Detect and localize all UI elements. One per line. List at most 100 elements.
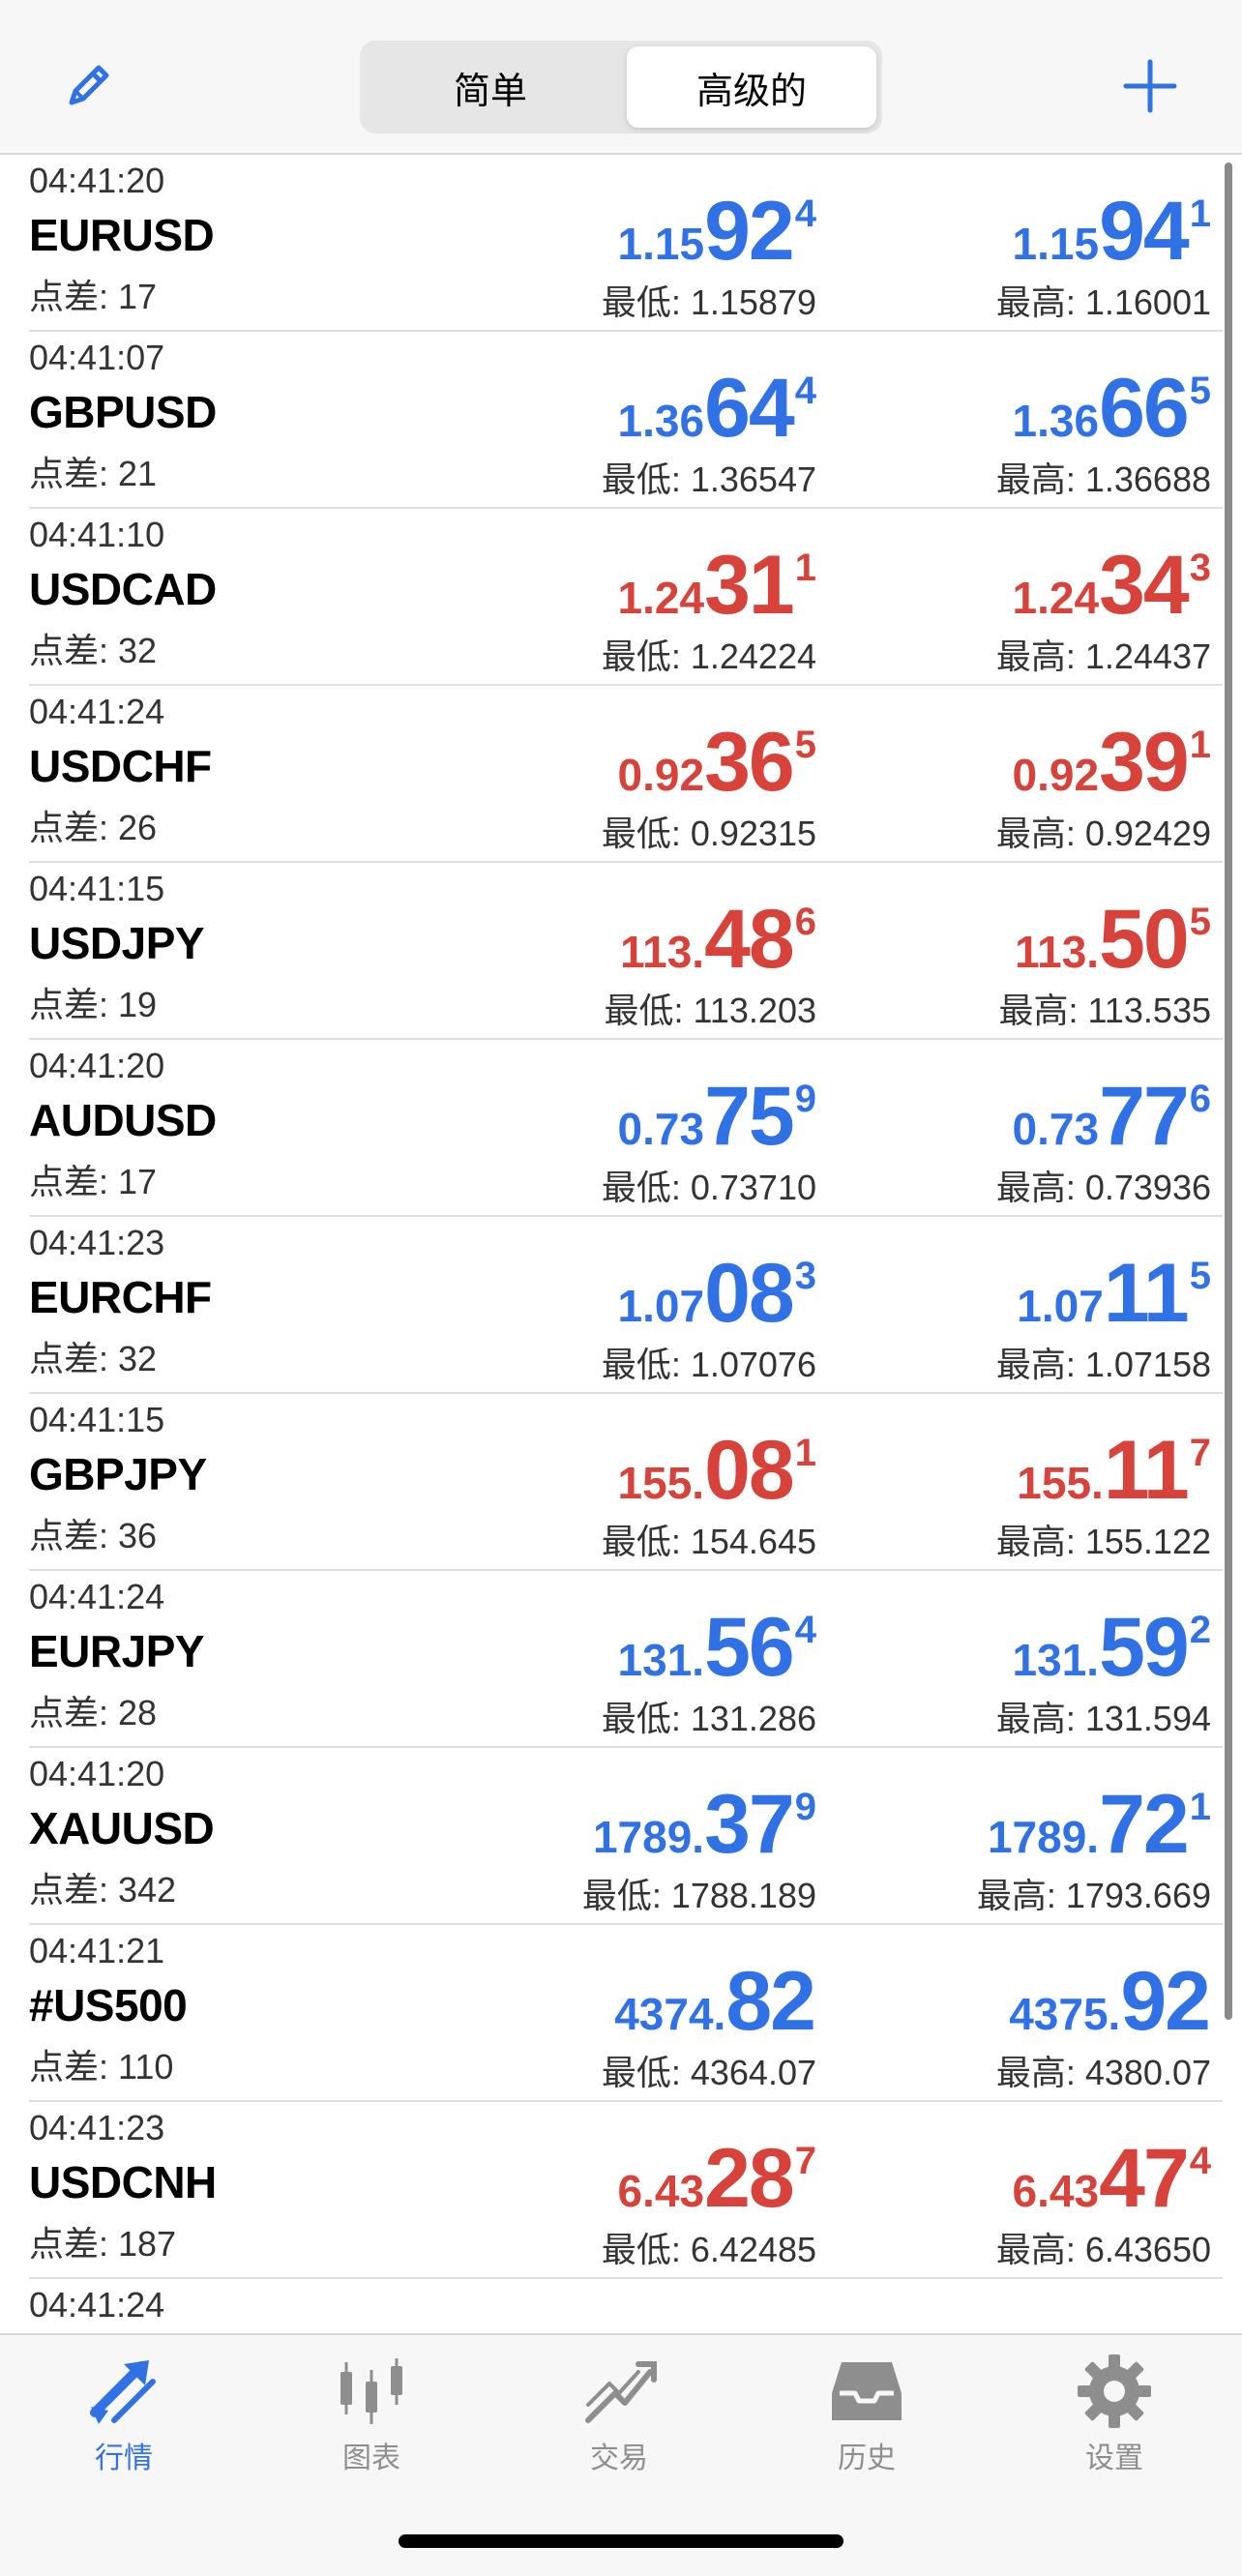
ask-price[interactable]: 113.505	[1015, 898, 1211, 981]
tab-charts[interactable]: 图表	[275, 2353, 468, 2478]
quote-time: 04:41:10	[29, 515, 165, 554]
row-divider	[29, 861, 1223, 863]
add-symbol-plus-icon[interactable]	[1120, 56, 1180, 116]
low-price: 最低: 1.07076	[601, 1345, 816, 1384]
quote-time: 04:41:23	[29, 2108, 165, 2147]
low-price: 最低: 113.203	[604, 991, 816, 1030]
symbol-name: XAUUSD	[29, 1803, 215, 1853]
quote-row[interactable]: 04:41:24 USDCHF 点差: 26 0.92365 0.92391 最低: 0.…	[0, 686, 1242, 863]
ask-price[interactable]: 1.07115	[1017, 1252, 1211, 1335]
low-price: 最低: 0.92315	[601, 814, 816, 853]
low-price: 最低: 1.24224	[601, 637, 816, 676]
bid-price[interactable]: 1.24311	[618, 544, 816, 627]
quote-row[interactable]: 04:41:10 USDCAD 点差: 32 1.24311 1.24343 最低: 1.…	[0, 509, 1242, 686]
bid-price[interactable]: 1789.379	[592, 1783, 816, 1866]
quote-row[interactable]: 04:41:24 EURJPY 点差: 28 131.564 131.592 最低: 13…	[0, 1571, 1242, 1748]
quote-row[interactable]: 04:41:20 XAUUSD 点差: 342 1789.379 1789.721 最低:…	[0, 1748, 1242, 1925]
bid-price-pips: 37	[704, 1778, 795, 1871]
ask-price-fraction: 7	[1189, 1432, 1211, 1474]
quote-time: 04:41:24	[29, 692, 165, 731]
bid-price-prefix: 1789.	[592, 1812, 705, 1862]
view-mode-segmented-control: 简单 高级的	[360, 41, 882, 133]
ask-price-prefix: 0.92	[1012, 750, 1100, 800]
bid-price-pips: 82	[725, 1955, 816, 2048]
quote-time: 04:41:21	[29, 1931, 165, 1970]
ask-price[interactable]: 0.92391	[1012, 721, 1211, 804]
quotes-list[interactable]: 04:41:20 EURUSD 点差: 17 1.15924 1.15941 最低: 1.…	[0, 155, 1242, 2333]
symbol-name: EURJPY	[29, 1626, 205, 1676]
ask-price-prefix: 1.07	[1017, 1281, 1104, 1331]
low-price: 最低: 4364.07	[601, 2053, 816, 2092]
candlestick-chart-icon	[340, 2358, 402, 2424]
quote-time: 04:41:20	[29, 1046, 165, 1085]
ask-price[interactable]: 0.73776	[1012, 1075, 1211, 1158]
quote-time: 04:41:15	[29, 869, 165, 908]
ask-price[interactable]: 1.24343	[1013, 544, 1211, 627]
bid-price[interactable]	[814, 2314, 816, 2333]
bid-price[interactable]: 4374.82	[614, 1960, 816, 2043]
spread-value: 点差: 21	[29, 454, 158, 493]
tab-quotes[interactable]: 行情	[27, 2353, 221, 2478]
symbol-name: USDCAD	[29, 564, 217, 614]
quote-row[interactable]: 04:41:23 USDCNH 点差: 187 6.43287 6.43474 最低: 6…	[0, 2102, 1242, 2279]
low-price: 最低: 154.645	[601, 1522, 816, 1561]
quote-row[interactable]: 04:41:21 #US500 点差: 110 4374.82 4375.92 最低: 4…	[0, 1925, 1242, 2102]
row-divider	[29, 2277, 1223, 2279]
ask-price-prefix: 0.73	[1012, 1104, 1100, 1154]
ask-price-prefix: 1789.	[987, 1812, 1100, 1862]
ask-price[interactable]: 1.15941	[1013, 190, 1211, 273]
ask-price[interactable]: 4375.92	[1009, 1960, 1211, 2043]
quote-row[interactable]: 04:41:15 GBPJPY 点差: 36 155.081 155.117 最低: 15…	[0, 1394, 1242, 1571]
quote-row[interactable]: 04:41:23 EURCHF 点差: 32 1.07083 1.07115 最低: 1.…	[0, 1217, 1242, 1394]
bid-price[interactable]: 6.43287	[618, 2137, 816, 2220]
bid-price-prefix: 4374.	[614, 1989, 726, 2039]
row-divider	[29, 330, 1223, 332]
bid-price[interactable]: 155.081	[617, 1429, 816, 1512]
ask-price[interactable]: 131.592	[1013, 1606, 1211, 1689]
ask-price[interactable]: 1.36665	[1013, 367, 1211, 450]
tab-history[interactable]: 历史	[770, 2353, 963, 2478]
edit-pencil-icon[interactable]	[60, 56, 118, 114]
high-price: 最高: 155.122	[995, 1522, 1211, 1561]
quote-row[interactable]: 04:41:15 USDJPY 点差: 19 113.486 113.505 最低: 11…	[0, 863, 1242, 1040]
bid-price[interactable]: 0.92365	[618, 721, 816, 804]
ask-price-prefix: 4375.	[1009, 1989, 1121, 2039]
segment-simple[interactable]: 简单	[453, 71, 527, 112]
bid-price[interactable]: 1.07083	[618, 1252, 816, 1335]
bid-price[interactable]: 131.564	[618, 1606, 816, 1689]
segment-advanced[interactable]: 高级的	[627, 46, 876, 128]
top-nav-bar: 简单 高级的	[0, 0, 1242, 155]
quote-time: 04:41:24	[29, 2285, 165, 2324]
trade-chart-icon	[585, 2361, 657, 2423]
ask-price-fraction: 5	[1189, 901, 1211, 943]
tab-settings[interactable]: 设置	[1018, 2353, 1211, 2478]
ask-price[interactable]: 1789.721	[987, 1783, 1211, 1866]
quote-row[interactable]: 04:41:24	[0, 2279, 1242, 2333]
ask-price-pips: 92	[1120, 1955, 1211, 2048]
row-divider	[29, 1569, 1223, 1571]
scrollbar[interactable]	[1225, 163, 1232, 2020]
low-price: 最低: 1.15879	[601, 282, 816, 322]
bid-price[interactable]: 0.73759	[618, 1075, 816, 1158]
ask-price[interactable]: 6.43474	[1013, 2137, 1211, 2220]
bid-price[interactable]: 1.15924	[618, 190, 816, 273]
bid-price[interactable]: 1.36644	[618, 367, 816, 450]
symbol-name: AUDUSD	[29, 1095, 217, 1145]
quote-row[interactable]: 04:41:07 GBPUSD 点差: 21 1.36644 1.36665 最低: 1.…	[0, 332, 1242, 509]
bid-price-prefix: 113.	[620, 927, 705, 977]
quote-row[interactable]: 04:41:20 EURUSD 点差: 17 1.15924 1.15941 最低: 1.…	[0, 155, 1242, 332]
low-price: 最低: 0.73710	[601, 1168, 816, 1207]
ask-price[interactable]	[1209, 2314, 1211, 2333]
quote-row[interactable]: 04:41:20 AUDUSD 点差: 17 0.73759 0.73776 最低: 0.…	[0, 1040, 1242, 1217]
bid-price[interactable]: 113.486	[620, 898, 816, 981]
bid-price-pips: 56	[704, 1601, 795, 1694]
quote-time: 04:41:15	[29, 1400, 165, 1439]
tab-trade[interactable]: 交易	[522, 2353, 716, 2478]
quote-time: 04:41:20	[29, 1754, 165, 1793]
bid-price-prefix: 155.	[617, 1458, 705, 1508]
bid-price-pips: 36	[704, 716, 795, 809]
symbol-name: EURUSD	[29, 210, 215, 260]
ask-price-fraction: 6	[1189, 1078, 1211, 1120]
ask-price[interactable]: 155.117	[1017, 1429, 1211, 1512]
ask-price-prefix: 155.	[1017, 1458, 1104, 1508]
